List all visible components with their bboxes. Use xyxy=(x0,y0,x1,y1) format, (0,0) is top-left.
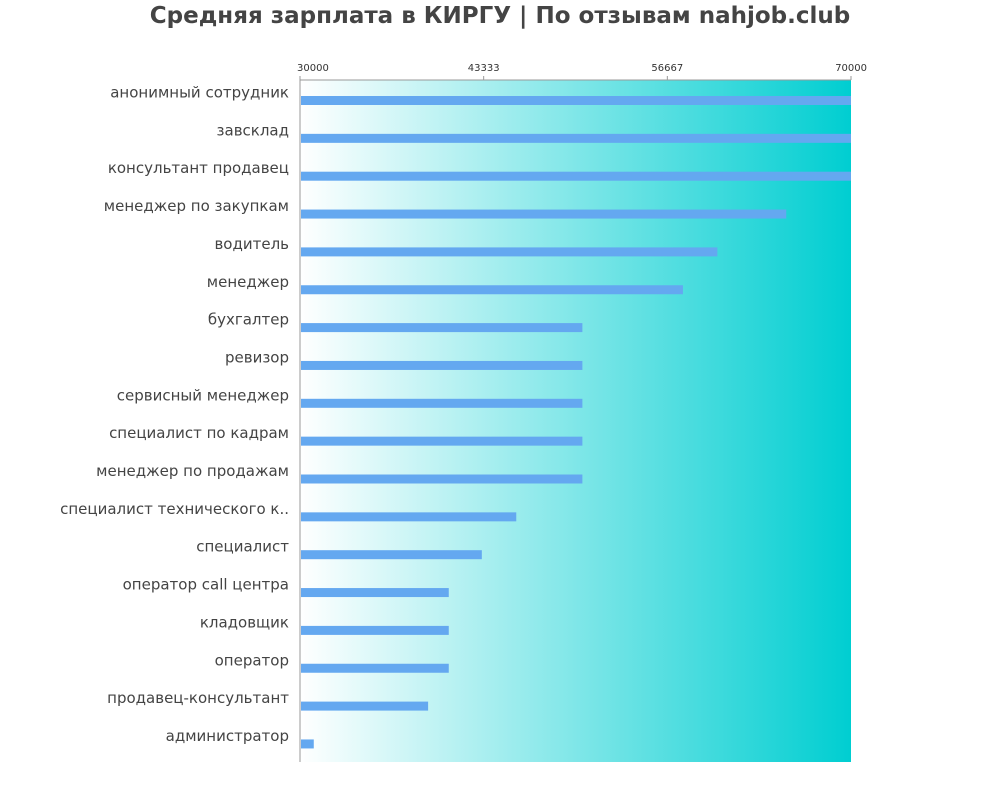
category-label: анонимный сотрудник xyxy=(110,84,289,102)
bar xyxy=(301,550,482,560)
category-label: оператор xyxy=(215,651,289,669)
x-tick-label: 56667 xyxy=(651,63,683,74)
bar xyxy=(301,588,449,598)
bar xyxy=(301,247,718,257)
bar xyxy=(301,96,851,105)
category-label: оператор call центра xyxy=(123,576,289,594)
category-label: бухгалтер xyxy=(208,311,289,329)
bars xyxy=(301,96,851,749)
category-label: администратор xyxy=(166,727,289,745)
x-tick-label: 70000 xyxy=(835,63,867,74)
bar xyxy=(301,739,314,749)
bar xyxy=(301,398,583,408)
axes xyxy=(299,79,851,762)
chart-title: Средняя зарплата в КИРГУ | По отзывам na… xyxy=(150,3,850,29)
category-label: консультант продавец xyxy=(108,159,289,177)
category-label: менеджер по закупкам xyxy=(104,197,289,215)
x-axis-ticks: 30000 43333 56667 70000 xyxy=(297,63,867,80)
bar xyxy=(301,209,787,219)
bar xyxy=(301,133,851,143)
x-tick-label: 30000 xyxy=(297,63,329,74)
plot-background xyxy=(300,80,851,762)
bar xyxy=(301,625,449,635)
bar xyxy=(301,663,449,673)
bar xyxy=(301,171,851,181)
bar xyxy=(301,360,583,370)
category-label: продавец-консультант xyxy=(107,689,289,707)
category-label: сервисный менеджер xyxy=(117,386,289,404)
category-label: специалист по кадрам xyxy=(109,424,289,442)
category-label: водитель xyxy=(214,235,289,253)
bar xyxy=(301,701,429,711)
bar xyxy=(301,323,583,333)
category-label: менеджер по продажам xyxy=(96,462,289,480)
bar xyxy=(301,436,583,446)
category-labels: анонимный сотрудник завсклад консультант п… xyxy=(60,84,289,745)
category-label: менеджер xyxy=(207,273,289,291)
category-label: кладовщик xyxy=(200,613,289,631)
category-label: завсклад xyxy=(217,121,289,139)
category-label: специалист технического к.. xyxy=(60,500,289,518)
bar xyxy=(301,474,583,484)
bar xyxy=(301,285,683,295)
bar xyxy=(301,512,517,522)
x-tick-label: 43333 xyxy=(468,63,500,74)
category-label: специалист xyxy=(196,538,289,556)
category-label: ревизор xyxy=(225,348,289,366)
